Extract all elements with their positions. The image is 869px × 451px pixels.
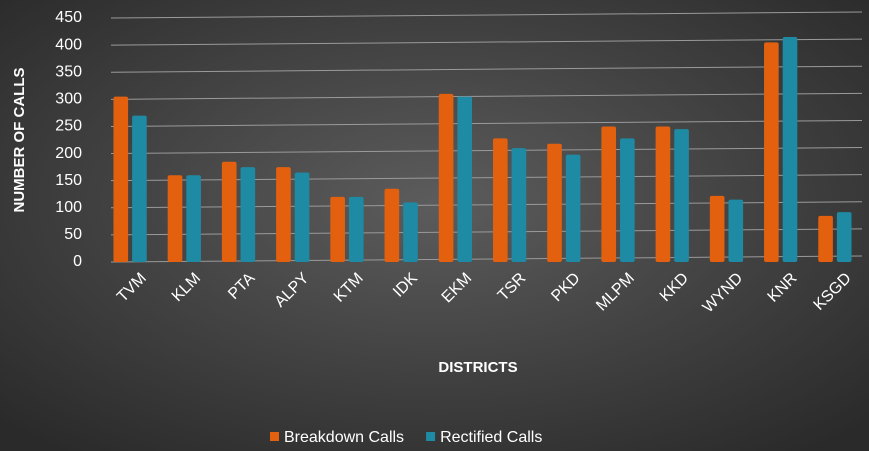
grid-line	[110, 119, 863, 127]
bar	[348, 196, 364, 262]
bar	[709, 195, 725, 262]
grid-line	[110, 38, 863, 46]
bar	[674, 129, 689, 262]
bar	[492, 138, 508, 262]
bar	[276, 167, 291, 262]
bar	[457, 96, 473, 262]
y-tick-label: 100	[55, 199, 82, 216]
y-tick-label: 0	[73, 253, 82, 270]
bar	[565, 154, 581, 262]
grid-line	[110, 147, 863, 155]
bar	[186, 175, 201, 262]
bar	[132, 115, 147, 262]
y-tick-label: 250	[55, 118, 82, 135]
bar	[728, 199, 744, 262]
bar	[294, 172, 310, 262]
bar	[167, 175, 183, 262]
legend-label: Breakdown Calls	[284, 429, 404, 446]
bar	[620, 138, 635, 262]
legend-swatch	[426, 432, 436, 441]
y-axis-title: NUMBER OF CALLS	[11, 68, 28, 213]
bar	[511, 148, 527, 262]
y-tick-label: 450	[55, 9, 82, 26]
legend-swatch	[270, 432, 279, 441]
y-tick-label: 350	[55, 63, 82, 80]
grid-line	[110, 92, 863, 100]
y-tick-label: 400	[55, 36, 82, 53]
bar	[655, 126, 671, 262]
bar	[782, 36, 798, 262]
legend-label: Rectified Calls	[440, 429, 542, 446]
y-tick-label: 300	[55, 91, 82, 108]
grid-line	[110, 11, 863, 19]
y-tick-label: 150	[55, 172, 82, 189]
bar	[818, 215, 833, 262]
bar	[330, 196, 345, 262]
bar	[601, 126, 617, 262]
bar	[438, 93, 454, 263]
bar	[113, 96, 129, 262]
bar	[764, 42, 779, 263]
y-tick-label: 200	[55, 145, 82, 162]
bar	[403, 202, 418, 262]
bar	[221, 161, 237, 262]
x-axis-title: DISTRICTS	[438, 359, 517, 376]
bar	[836, 212, 852, 262]
bar	[547, 143, 562, 262]
bar	[240, 167, 256, 262]
grid-line	[110, 65, 863, 73]
bar	[384, 188, 400, 262]
y-tick-label: 50	[64, 226, 82, 243]
